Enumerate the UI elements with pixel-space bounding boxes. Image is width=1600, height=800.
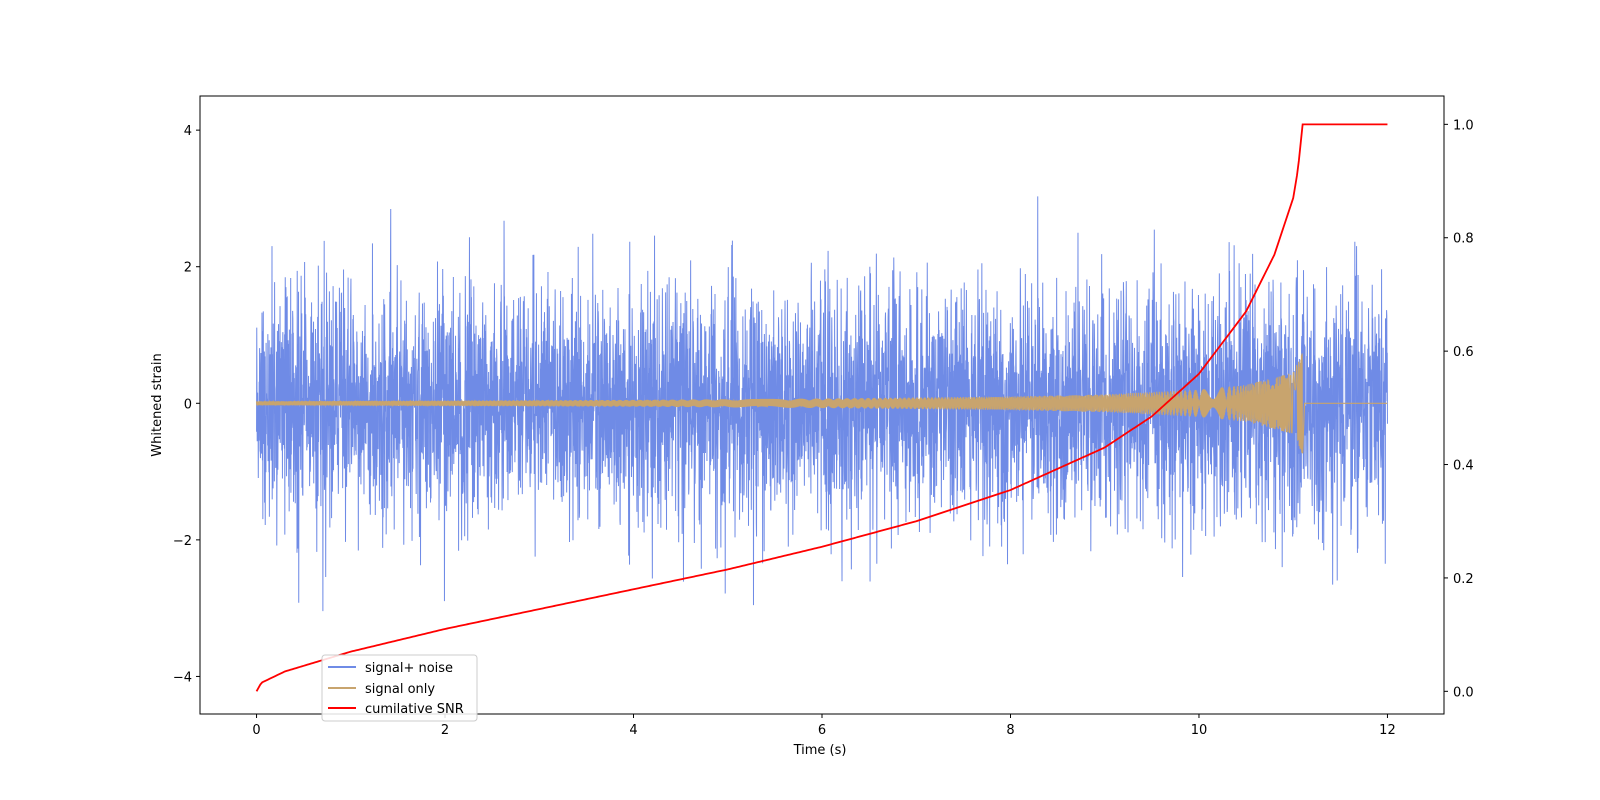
legend-label-cumulative-snr: cumilative SNR	[365, 702, 464, 717]
y-axis-right: 0.0 0.2 0.4 0.6 0.8 1.0	[1444, 118, 1474, 700]
x-tick-label: 4	[629, 723, 637, 738]
y-tick-label: 4	[184, 124, 192, 139]
series-line-signal-noise	[256, 196, 1388, 612]
y2-tick-label: 0.8	[1453, 232, 1474, 247]
legend-label-signal-noise: signal+ noise	[365, 661, 453, 676]
y2-tick-label: 1.0	[1453, 118, 1474, 133]
y2-tick-label: 0.6	[1453, 345, 1474, 360]
y-tick-label: 0	[184, 397, 192, 412]
legend: signal+ noise signal only cumilative SNR	[321, 654, 478, 722]
legend-label-signal-only: signal only	[365, 682, 435, 697]
x-tick-label: 8	[1006, 723, 1014, 738]
y-axis-left: −4 −2 0 2 4	[173, 124, 200, 685]
x-axis-label: Time (s)	[793, 743, 847, 758]
y2-tick-label: 0.0	[1453, 685, 1474, 700]
x-tick-label: 0	[252, 723, 260, 738]
y-axis-label: Whitened strain	[150, 353, 165, 456]
plot-area	[255, 123, 1388, 692]
series-line-signal-only	[255, 353, 1388, 454]
x-tick-label: 12	[1379, 723, 1396, 738]
y-tick-label: −2	[173, 534, 192, 549]
y-tick-label: −4	[173, 670, 192, 685]
x-tick-label: 10	[1191, 723, 1208, 738]
x-axis: 0 2 4 6 8 10 12	[252, 714, 1396, 738]
y2-tick-label: 0.4	[1453, 459, 1474, 474]
x-tick-label: 6	[818, 723, 826, 738]
y2-tick-label: 0.2	[1453, 572, 1474, 587]
series-line-cumulative-snr	[255, 123, 1388, 692]
y-tick-label: 2	[184, 261, 192, 276]
x-tick-label: 2	[441, 723, 449, 738]
legend-box	[321, 654, 478, 722]
